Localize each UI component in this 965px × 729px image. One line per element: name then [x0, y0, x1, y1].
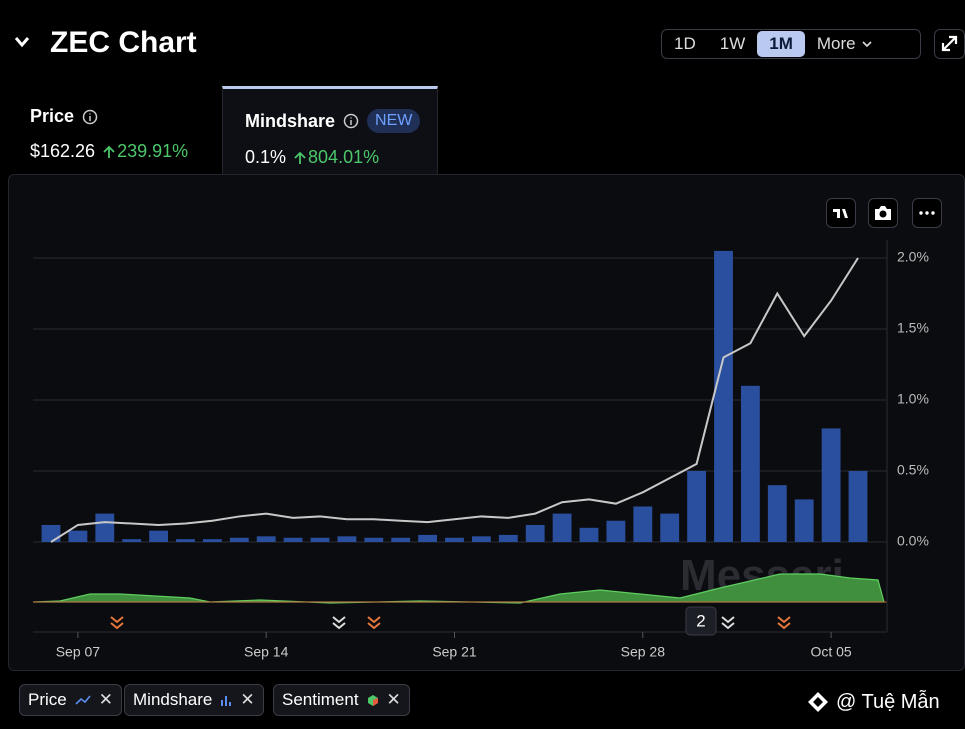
bar — [525, 524, 545, 542]
bar — [122, 539, 142, 542]
bar — [41, 524, 61, 542]
info-icon — [343, 113, 359, 129]
bar — [256, 536, 276, 542]
credit: @ Tuệ Mẫn — [806, 690, 940, 714]
event-markers — [110, 616, 791, 630]
range-button[interactable]: 1W — [719, 34, 746, 53]
tab-label: Price — [30, 106, 75, 126]
bar — [229, 537, 249, 542]
x-tick-label: Sep 14 — [244, 644, 289, 660]
tab-change: 239.91% — [117, 141, 189, 161]
range-button[interactable]: 1D — [674, 34, 696, 53]
tv-icon — [833, 209, 848, 218]
bar — [714, 250, 733, 542]
bar — [337, 536, 357, 542]
bar — [391, 537, 411, 542]
bar — [767, 485, 787, 542]
range-selector: 1D 1W 1M More — [661, 29, 921, 59]
tab-value: 0.1% — [245, 147, 287, 167]
dots-icon — [919, 211, 935, 215]
bar — [471, 536, 491, 542]
line-icon — [75, 695, 91, 705]
bar — [68, 530, 88, 542]
y-tick-label: 0.0% — [897, 533, 929, 549]
y-tick-label: 1.0% — [897, 391, 929, 407]
price-line — [50, 257, 859, 543]
remove-button[interactable]: ✕ — [98, 690, 113, 709]
up-arrow — [294, 151, 306, 164]
tab-value: $162.26 — [30, 141, 96, 161]
camera-icon — [875, 206, 891, 220]
price-tab[interactable]: Price $162.26 239.91% — [8, 86, 222, 174]
event-count: 2 — [696, 611, 705, 630]
range-more: More — [816, 34, 856, 53]
bar — [821, 428, 841, 542]
legend-label: Price — [28, 690, 67, 709]
screenshot-button[interactable] — [868, 198, 898, 228]
sentiment-area — [32, 573, 885, 604]
bar — [848, 471, 868, 542]
bar — [740, 385, 760, 542]
sentiment-icon — [367, 695, 378, 706]
new-badge: NEW — [367, 109, 421, 133]
chart: Messari 2 0.0%0.5%1.0%1.5%2.0%Sep 07 Sep … — [32, 240, 929, 660]
remove-button[interactable]: ✕ — [240, 690, 255, 709]
bar — [552, 513, 572, 542]
x-tick-label: Sep 21 — [432, 644, 477, 660]
bar — [310, 537, 330, 542]
range-button[interactable]: More — [805, 31, 884, 57]
legend-chip[interactable]: Price ✕ — [19, 684, 122, 716]
more-caret — [862, 40, 872, 47]
tab-change: 804.01% — [308, 147, 380, 167]
bar — [283, 537, 303, 542]
legend-label: Mindshare — [133, 690, 213, 709]
bar — [660, 513, 680, 542]
bar — [364, 537, 384, 542]
bar — [633, 506, 653, 542]
bar — [579, 527, 599, 542]
bar — [687, 471, 707, 542]
legend-label: Sentiment — [282, 690, 359, 709]
remove-button[interactable]: ✕ — [386, 690, 401, 709]
menu-button[interactable] — [912, 198, 942, 228]
mindshare-tab[interactable]: Mindshare NEW 0.1% 804.01% — [222, 86, 438, 174]
legend-chip[interactable]: Mindshare ✕ — [124, 684, 264, 716]
bar — [202, 539, 222, 542]
tab-label: Mindshare — [245, 110, 336, 131]
y-tick-label: 0.5% — [897, 462, 929, 478]
y-tick-label: 2.0% — [897, 249, 929, 265]
collapse-icon[interactable] — [14, 36, 30, 48]
tradingview-button[interactable] — [826, 198, 856, 228]
bar — [176, 539, 195, 542]
expand-icon — [941, 35, 958, 52]
x-tick-label: Sep 28 — [621, 644, 666, 660]
legend-chip[interactable]: Sentiment ✕ — [273, 684, 410, 716]
y-tick-label: 1.5% — [897, 320, 929, 336]
bar — [95, 513, 115, 542]
range-button[interactable]: 1M — [757, 31, 805, 57]
bar — [445, 537, 464, 542]
bar — [418, 534, 438, 542]
bar — [794, 499, 814, 542]
bar — [606, 520, 626, 542]
x-tick-label: Sep 07 — [56, 644, 101, 660]
bar-icon — [221, 696, 232, 706]
bar — [149, 530, 169, 542]
x-tick-label: Oct 05 — [810, 644, 851, 660]
bar — [498, 534, 518, 542]
credit-logo — [808, 692, 828, 712]
page-title: ZEC Chart — [50, 26, 197, 59]
info-icon — [82, 109, 98, 124]
credit-text: @ Tuệ Mẫn — [836, 690, 940, 713]
up-arrow — [103, 145, 115, 158]
event-count-badge[interactable] — [685, 606, 717, 636]
